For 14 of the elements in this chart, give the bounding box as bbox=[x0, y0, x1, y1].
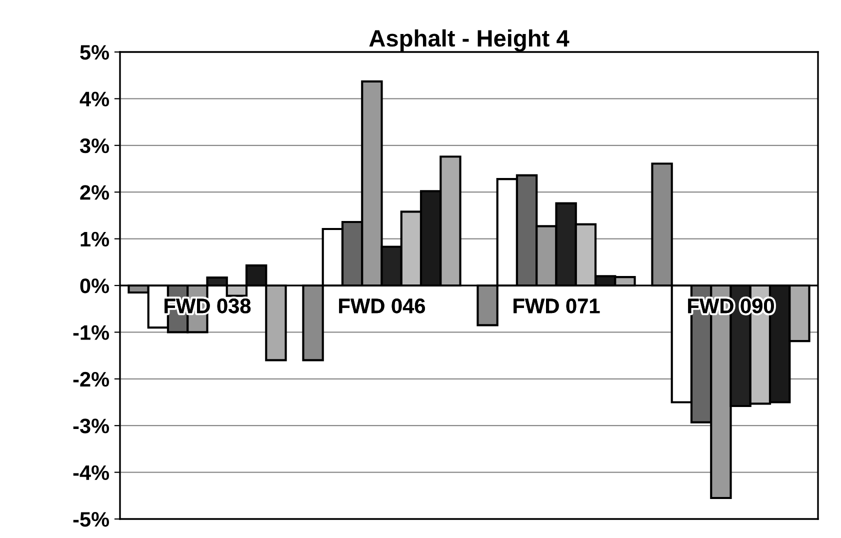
y-tick-label: 3% bbox=[80, 138, 110, 154]
x-tick-label: FWD 071 bbox=[514, 298, 600, 314]
y-tick-label: -5% bbox=[73, 512, 110, 527]
y-tick-label: -2% bbox=[73, 372, 110, 387]
y-tick-label: -4% bbox=[73, 465, 110, 480]
y-tick-label: 1% bbox=[80, 232, 110, 247]
y-tick-label: 0% bbox=[80, 278, 110, 294]
y-tick-label: 4% bbox=[80, 92, 110, 106]
y-tick-label: -3% bbox=[73, 418, 110, 434]
x-tick-label: FWD 046 bbox=[339, 298, 425, 314]
y-tick-label: -1% bbox=[73, 325, 110, 340]
y-tick-label: 2% bbox=[80, 185, 110, 200]
y-tick-label: 5% bbox=[80, 45, 110, 60]
chart-title: Asphalt - Height 4 bbox=[369, 29, 570, 52]
